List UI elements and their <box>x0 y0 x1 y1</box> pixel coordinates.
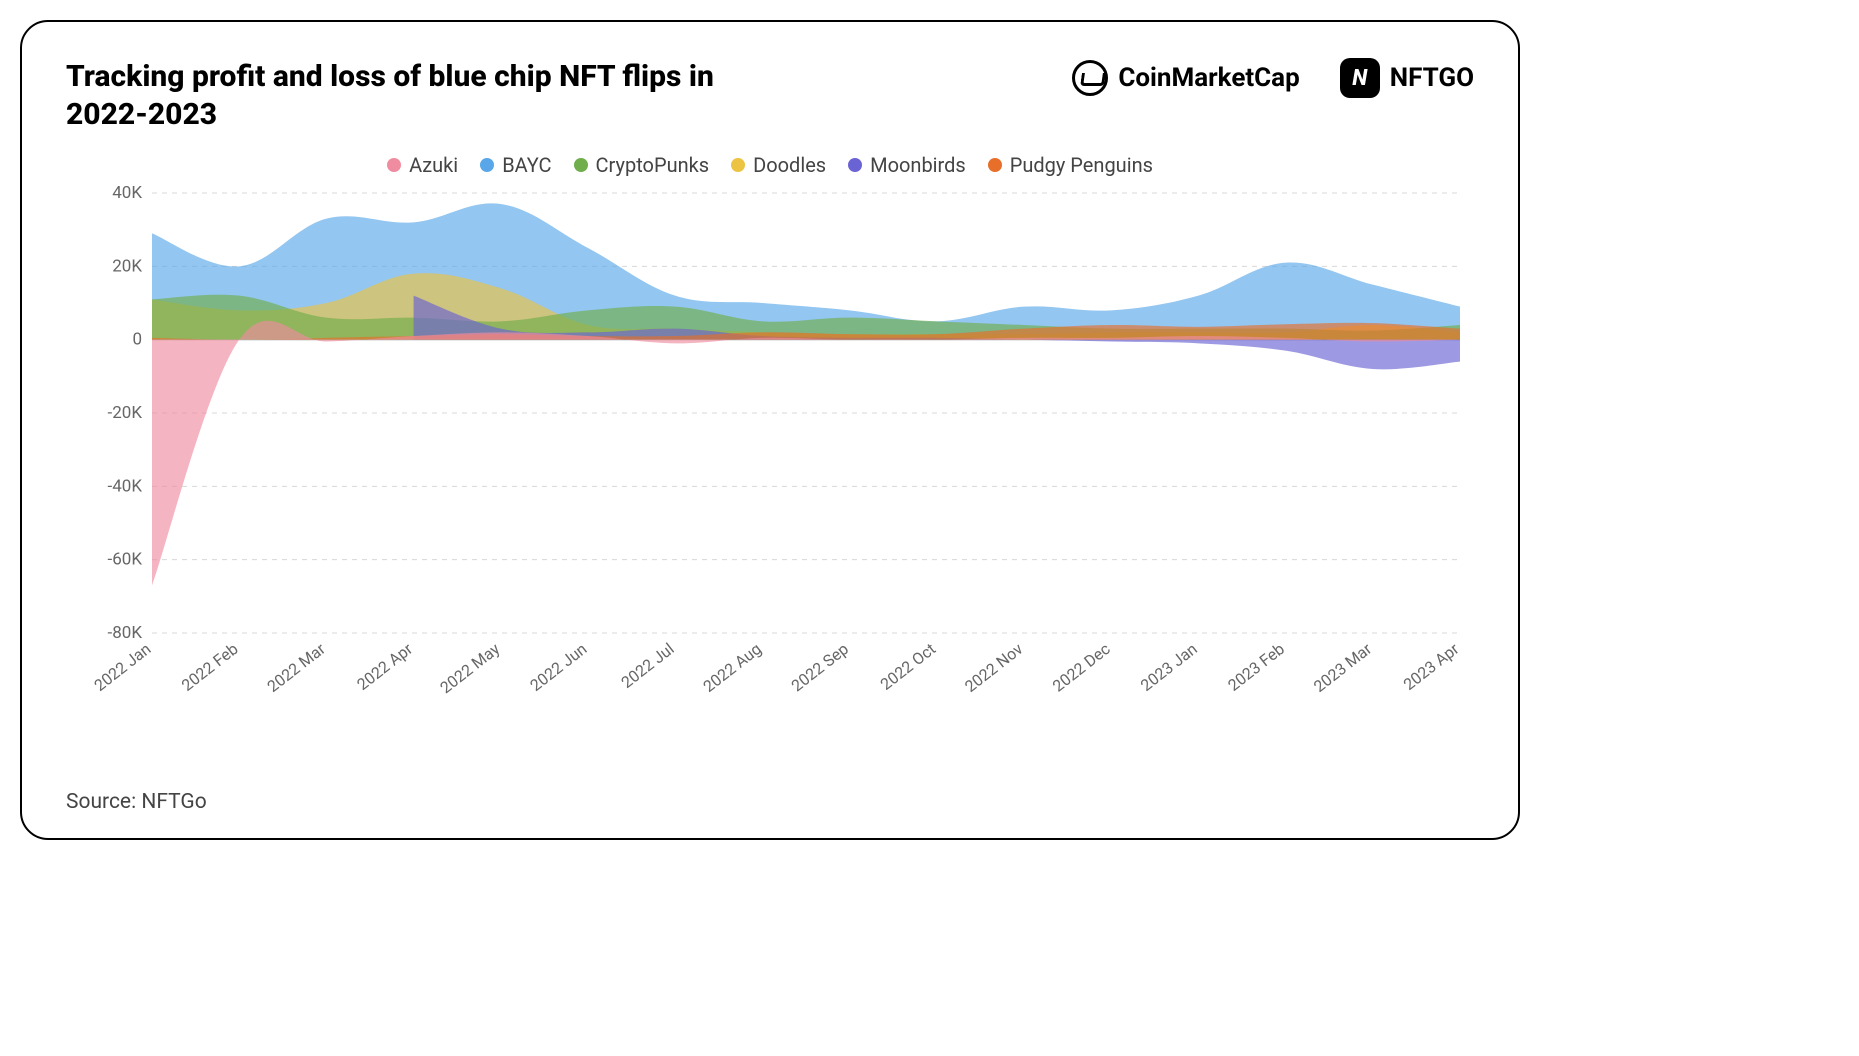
svg-text:-20K: -20K <box>108 403 143 423</box>
legend-label: CryptoPunks <box>596 153 710 177</box>
legend-label: BAYC <box>502 153 551 177</box>
brand-coinmarketcap: CoinMarketCap <box>1072 60 1299 96</box>
chart-title: Tracking profit and loss of blue chip NF… <box>66 58 766 133</box>
nftgo-icon: N <box>1340 58 1380 98</box>
brand-coinmarketcap-label: CoinMarketCap <box>1118 63 1299 93</box>
svg-text:2022 Nov: 2022 Nov <box>961 639 1027 696</box>
chart-card: Tracking profit and loss of blue chip NF… <box>20 20 1520 840</box>
legend-label: Doodles <box>753 153 826 177</box>
svg-text:2023 Mar: 2023 Mar <box>1310 639 1376 696</box>
svg-text:2022 Feb: 2022 Feb <box>178 639 242 695</box>
svg-text:2022 May: 2022 May <box>436 639 503 697</box>
svg-text:2022 Jun: 2022 Jun <box>526 639 590 695</box>
chart-area: 40K 20K 0 -20K -40K -60K -80K2022 Jan 2022 Feb 2… <box>86 183 1474 713</box>
chart-legend: Azuki BAYC CryptoPunks Doodles Moonbirds Pudg… <box>66 153 1474 177</box>
svg-text:2022 Sep: 2022 Sep <box>788 639 852 695</box>
series-area <box>152 321 1460 586</box>
brand-nftgo-label: NFTGO <box>1390 63 1474 93</box>
legend-item: BAYC <box>480 153 551 177</box>
svg-text:2022 Dec: 2022 Dec <box>1049 639 1114 695</box>
svg-text:0: 0 <box>132 330 142 350</box>
svg-text:2022 Apr: 2022 Apr <box>353 639 416 694</box>
legend-item: Azuki <box>387 153 458 177</box>
svg-text:-60K: -60K <box>108 550 143 570</box>
source-label: Source: NFTGo <box>66 790 207 814</box>
legend-item: Moonbirds <box>848 153 966 177</box>
coinmarketcap-icon <box>1072 60 1108 96</box>
svg-text:2022 Mar: 2022 Mar <box>264 639 330 696</box>
svg-text:-80K: -80K <box>108 623 143 643</box>
svg-text:2022 Aug: 2022 Aug <box>700 639 765 696</box>
legend-dot-icon <box>387 158 401 172</box>
svg-text:2022 Oct: 2022 Oct <box>877 639 940 694</box>
legend-item: Doodles <box>731 153 826 177</box>
svg-text:20K: 20K <box>112 256 142 276</box>
svg-text:2023 Feb: 2023 Feb <box>1224 639 1288 695</box>
legend-dot-icon <box>731 158 745 172</box>
legend-item: Pudgy Penguins <box>988 153 1153 177</box>
brand-row: CoinMarketCap N NFTGO <box>1072 58 1474 98</box>
svg-text:2022 Jul: 2022 Jul <box>618 639 678 692</box>
legend-dot-icon <box>988 158 1002 172</box>
header: Tracking profit and loss of blue chip NF… <box>66 58 1474 133</box>
legend-dot-icon <box>574 158 588 172</box>
legend-dot-icon <box>848 158 862 172</box>
legend-label: Pudgy Penguins <box>1010 153 1153 177</box>
legend-dot-icon <box>480 158 494 172</box>
svg-text:2023 Apr: 2023 Apr <box>1400 639 1463 694</box>
svg-text:2022 Jan: 2022 Jan <box>91 639 155 695</box>
legend-item: CryptoPunks <box>574 153 710 177</box>
area-chart-svg: 40K 20K 0 -20K -40K -60K -80K2022 Jan 2022 Feb 2… <box>86 183 1474 713</box>
legend-label: Azuki <box>409 153 458 177</box>
svg-text:-40K: -40K <box>108 476 143 496</box>
svg-text:40K: 40K <box>112 183 142 203</box>
brand-nftgo: N NFTGO <box>1340 58 1474 98</box>
svg-text:2023 Jan: 2023 Jan <box>1137 639 1201 695</box>
legend-label: Moonbirds <box>870 153 966 177</box>
